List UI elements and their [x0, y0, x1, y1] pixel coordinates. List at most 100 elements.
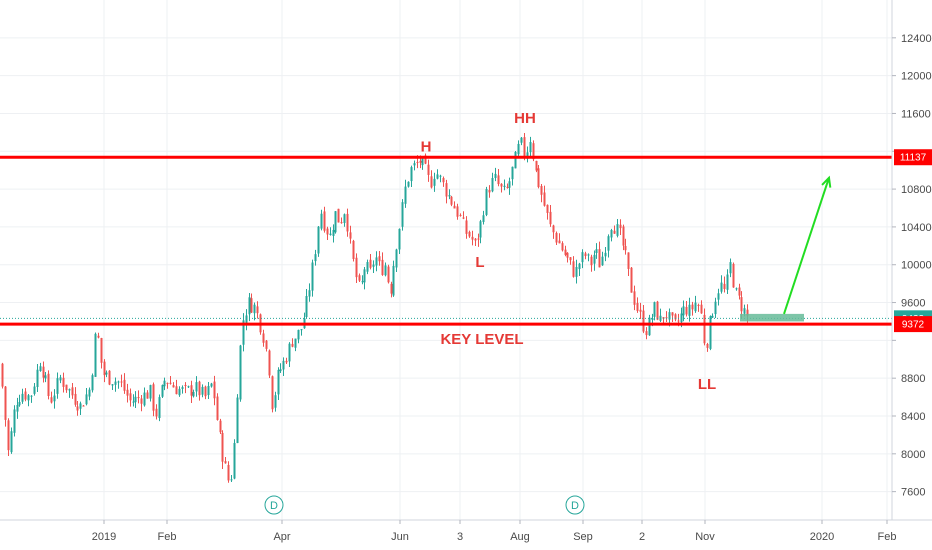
- candle-body: [181, 387, 184, 389]
- annotation-h[interactable]: H: [421, 139, 432, 156]
- candle-body: [392, 265, 395, 296]
- candle-body: [184, 384, 187, 387]
- candle-body: [738, 287, 741, 296]
- candle-body: [462, 217, 465, 219]
- candle-body: [445, 183, 448, 197]
- candle-body: [503, 185, 506, 188]
- candle-body: [137, 397, 140, 399]
- projection-arrow-line[interactable]: [783, 177, 830, 315]
- candle-body: [117, 381, 120, 383]
- candle-body: [607, 236, 610, 251]
- candle-body: [155, 408, 158, 417]
- candle-body: [668, 312, 671, 320]
- candle-body: [651, 318, 654, 320]
- support-resistance-levels: [0, 155, 892, 326]
- price-tick-label: 10400: [901, 222, 932, 234]
- price-tick-label: 12000: [901, 71, 932, 83]
- candle-body: [100, 337, 103, 363]
- candle-body: [569, 257, 572, 261]
- candle-body: [709, 316, 712, 349]
- annotation-ll[interactable]: LL: [698, 376, 716, 393]
- annotation-l[interactable]: L: [475, 254, 484, 271]
- candle-body: [619, 224, 622, 229]
- candle-body: [610, 230, 613, 238]
- candle-body: [564, 249, 567, 255]
- candle-body: [256, 306, 259, 314]
- candle-body: [36, 369, 39, 388]
- candle-body: [581, 252, 584, 263]
- candle-body: [56, 378, 59, 394]
- candle-body: [201, 386, 204, 395]
- candle-body: [163, 380, 166, 387]
- candle-body: [706, 344, 709, 348]
- candle-body: [71, 387, 74, 396]
- time-axis[interactable]: 2019 Feb Apr Jun 3 Aug Sep 2 Nov 2020 Feb: [92, 520, 897, 543]
- candle-body: [207, 385, 210, 396]
- candle-body: [375, 257, 378, 266]
- candle-body: [474, 238, 477, 241]
- candle-body: [726, 274, 729, 290]
- candle-body: [274, 395, 277, 408]
- candle-body: [221, 432, 224, 462]
- candle-body: [584, 253, 587, 257]
- candle-body: [27, 395, 30, 401]
- dividend-marker[interactable]: D: [264, 495, 284, 515]
- candle-body: [44, 375, 47, 379]
- candle-body: [1, 363, 4, 387]
- candle-body: [74, 393, 77, 405]
- candle-body: [511, 166, 514, 180]
- candle-body: [94, 333, 97, 377]
- candle-body: [114, 381, 117, 385]
- candle-body: [271, 376, 274, 410]
- candle-body: [537, 168, 540, 188]
- time-tick-label: 2019: [92, 531, 116, 543]
- candle-body: [488, 189, 491, 193]
- candle-body: [595, 249, 598, 254]
- candle-body: [262, 333, 265, 343]
- candle-body: [639, 309, 642, 312]
- candle-body: [4, 386, 7, 420]
- candle-body: [268, 350, 271, 376]
- price-tag-key-level-label: 9372: [902, 320, 925, 331]
- annotation-hh[interactable]: HH: [514, 110, 536, 127]
- candle-body: [332, 229, 335, 236]
- time-tick-label: 2: [639, 531, 645, 543]
- candle-body: [13, 409, 16, 433]
- candle-body: [514, 151, 517, 169]
- candle-body: [329, 233, 332, 235]
- candle-body: [204, 386, 207, 397]
- candle-body: [616, 224, 619, 236]
- candle-body: [413, 163, 416, 166]
- time-tick-label: Feb: [158, 531, 177, 543]
- candle-body: [245, 315, 248, 323]
- candle-body: [39, 366, 42, 372]
- time-tick-label: Apr: [273, 531, 290, 543]
- candle-body: [601, 256, 604, 266]
- candle-body: [645, 331, 648, 336]
- candle-body: [740, 297, 743, 312]
- time-tick-label: 2020: [810, 531, 834, 543]
- candle-body: [448, 195, 451, 197]
- candle-body: [190, 385, 193, 396]
- candle-body: [398, 228, 401, 250]
- candle-body: [416, 161, 419, 163]
- candle-body: [248, 297, 251, 315]
- candle-body: [442, 178, 445, 183]
- candle-body: [491, 178, 494, 192]
- candle-body: [149, 385, 152, 399]
- candle-body: [158, 397, 161, 419]
- candle-body: [450, 196, 453, 205]
- candle-body: [482, 215, 485, 222]
- candle-body: [337, 208, 340, 223]
- entry-zone-rectangle[interactable]: [740, 313, 804, 322]
- price-axis[interactable]: 7600 8000 8400 8800 9600 10000 10400 10800 11600…: [892, 33, 932, 499]
- candle-body: [297, 329, 300, 340]
- annotation-key-level[interactable]: KEY LEVEL: [440, 331, 523, 348]
- candle-body: [648, 317, 651, 336]
- dividend-marker[interactable]: D: [565, 495, 585, 515]
- candle-body: [436, 174, 439, 179]
- candle-body: [691, 304, 694, 310]
- candle-body: [79, 403, 82, 409]
- candle-body: [230, 479, 233, 481]
